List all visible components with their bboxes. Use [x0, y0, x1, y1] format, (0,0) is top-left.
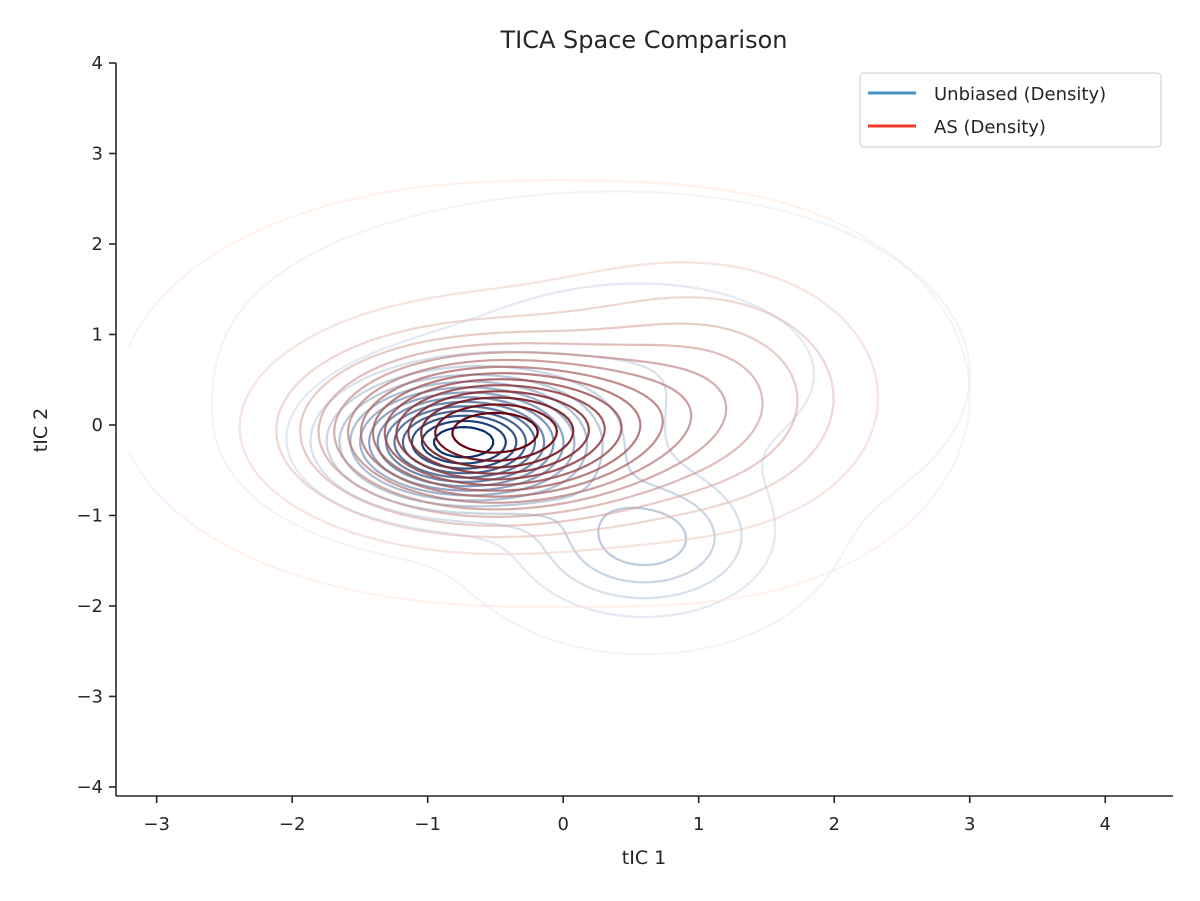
- contour-line: [128, 179, 971, 609]
- contour-line: [317, 342, 764, 518]
- y-tick-label: 2: [92, 234, 103, 255]
- contour-line: [451, 411, 539, 454]
- y-tick-label: −3: [76, 686, 103, 707]
- y-tick-label: −4: [76, 777, 103, 798]
- x-axis-label: tIC 1: [622, 847, 666, 869]
- contour-line: [275, 296, 835, 539]
- y-tick-label: −2: [76, 596, 103, 617]
- contour-line: [359, 365, 664, 498]
- contour-line: [347, 358, 693, 504]
- contour-line: [420, 396, 575, 469]
- contour-line: [210, 190, 971, 656]
- y-tick-label: 0: [92, 415, 103, 436]
- contour-line: [407, 390, 590, 475]
- contour-line: [333, 351, 728, 511]
- legend-label-unbiased: Unbiased (Density): [934, 84, 1106, 105]
- y-tick-label: 3: [92, 143, 103, 164]
- x-tick-label: 2: [828, 814, 839, 835]
- x-tick-label: 0: [557, 814, 568, 835]
- contour-series-0: [210, 190, 971, 656]
- axes: −3 −2 −1 0 1 2 3 4 −4 −3 −2 −1 0 1 2 3 4: [76, 53, 1173, 835]
- contour-line: [238, 261, 880, 556]
- chart-title: TICA Space Comparison: [499, 26, 787, 54]
- x-tick-label: 3: [964, 814, 975, 835]
- contour-series-1: [128, 179, 971, 609]
- legend-frame: [859, 72, 1162, 148]
- contour-line: [393, 405, 536, 479]
- x-tick-label: 4: [1100, 814, 1111, 835]
- y-tick-label: −1: [76, 505, 103, 526]
- contour-line: [434, 403, 558, 462]
- contour-line: [371, 372, 642, 492]
- contour-line: [383, 378, 623, 487]
- x-tick-label: −2: [279, 814, 306, 835]
- y-axis-label: tIC 2: [30, 408, 52, 452]
- y-tick-label: 4: [92, 53, 103, 74]
- contour-line: [299, 322, 799, 527]
- contour-line: [395, 384, 606, 481]
- contour-layer: [128, 179, 971, 656]
- contour-line: [285, 282, 815, 618]
- x-tick-label: 1: [693, 814, 704, 835]
- legend: Unbiased (Density) AS (Density): [859, 72, 1162, 148]
- y-tick-label: 1: [92, 324, 103, 345]
- legend-label-as: AS (Density): [934, 117, 1046, 138]
- x-tick-label: −3: [143, 814, 170, 835]
- x-tick-label: −1: [414, 814, 441, 835]
